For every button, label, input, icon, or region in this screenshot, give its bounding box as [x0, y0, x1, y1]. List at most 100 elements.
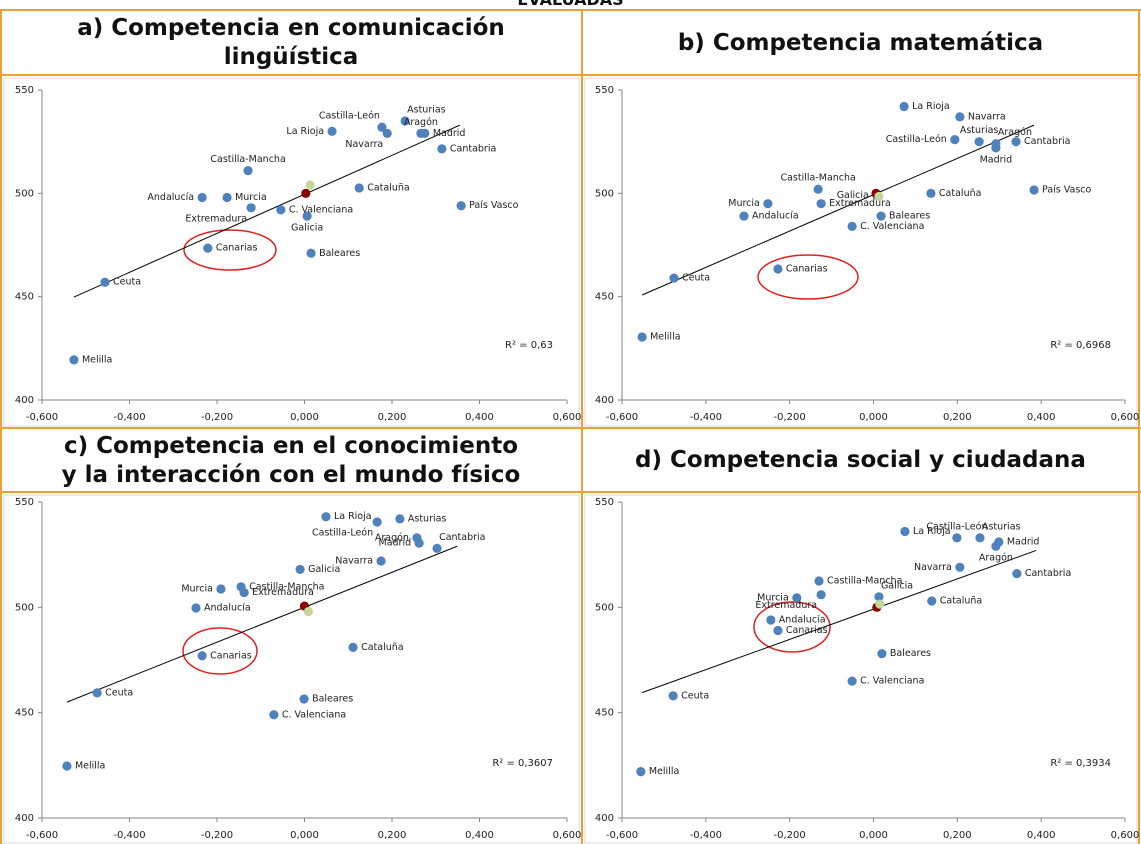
point-label: Galicia [837, 190, 869, 201]
point [668, 691, 678, 701]
point-label: Madrid [1007, 537, 1040, 548]
point [191, 603, 201, 613]
point [816, 199, 826, 209]
chart-title: b) Competencia matemática [677, 29, 1044, 56]
y-tick-label: 400 [15, 395, 34, 406]
y-tick-label: 500 [595, 188, 614, 199]
x-tick-label: -0,600 [606, 412, 638, 423]
point-label: País Vasco [1042, 185, 1091, 196]
point-label: Aragón [998, 127, 1032, 138]
y-tick-label: 500 [15, 188, 34, 199]
chart-title: c) Competencia en el conocimiento y la i… [61, 432, 521, 488]
point [792, 593, 802, 603]
point-label: Cantabria [1025, 568, 1071, 579]
point [420, 128, 430, 138]
y-tick-label: 450 [595, 708, 614, 719]
highlight-point [305, 180, 315, 190]
point-label: Castilla-Mancha [210, 154, 285, 165]
y-tick-label: 400 [595, 395, 614, 406]
plot-frame [3, 77, 580, 427]
x-tick-label: -0,600 [606, 830, 638, 841]
point [377, 122, 387, 132]
x-tick-label: -0,600 [26, 412, 58, 423]
point-label: La Rioja [334, 511, 372, 522]
point-label: Madrid [379, 538, 412, 549]
point [1012, 569, 1022, 579]
point [927, 596, 937, 606]
x-tick-label: 0,200 [378, 830, 407, 841]
point [773, 625, 783, 636]
point [955, 562, 965, 572]
point-label: C. Valenciana [860, 221, 924, 232]
point [773, 264, 783, 274]
point-label: Aragón [979, 553, 1013, 564]
point [197, 651, 207, 661]
annotation-ellipse [753, 601, 831, 653]
y-tick-label: 550 [15, 85, 34, 96]
x-tick-label: 0,400 [1027, 412, 1056, 423]
highlight-circles [182, 229, 859, 675]
chart-header: d) Competencia social y ciudadana [582, 429, 1139, 492]
point [847, 676, 857, 686]
point [372, 517, 382, 527]
chart: 400 450 500 550 -0,600 -0,400 -0,200 0,000 0,200… [15, 85, 581, 423]
point-label: Melilla [649, 766, 679, 777]
point-label: Madrid [980, 154, 1013, 165]
point-label: Aragón [404, 117, 438, 128]
point-label: Cantabria [439, 532, 485, 543]
chart-title: a) Competencia en comunicación lingüísti… [77, 15, 505, 70]
point [877, 649, 887, 659]
chart: 400 450 500 550 -0,600 -0,400 -0,200 0,000 0,200… [15, 497, 581, 841]
point-label: Galicia [308, 564, 340, 575]
point-label: Asturias [960, 125, 999, 136]
point-label: Castilla-León [926, 521, 987, 532]
trendline [73, 124, 461, 298]
point-label: Ceuta [113, 277, 141, 288]
point [766, 615, 776, 625]
x-tick-label: 0,200 [943, 830, 972, 841]
point-label: La Rioja [286, 126, 324, 137]
highlight-point [874, 191, 884, 202]
trendline [66, 545, 458, 703]
point [246, 203, 256, 213]
point [974, 137, 984, 147]
point-label: C. Valenciana [282, 709, 346, 720]
point-label: Cataluña [940, 596, 983, 607]
point [456, 201, 466, 211]
point [437, 144, 447, 154]
point [636, 767, 646, 777]
x-tick-label: 0,200 [943, 412, 972, 423]
x-tick-label: 0,400 [465, 412, 494, 423]
point-label: Cataluña [361, 642, 404, 653]
point-label: Castilla-Mancha [249, 581, 324, 592]
x-tick-label: 0,600 [1111, 412, 1140, 423]
x-tick-label: -0,400 [690, 412, 722, 423]
point-label: Ceuta [681, 690, 709, 701]
point-label: Castilla-León [312, 528, 373, 539]
plot-frame [3, 494, 580, 844]
point [816, 590, 826, 600]
point-label: Cataluña [939, 188, 982, 199]
point-label: Canarias [216, 243, 258, 254]
point-label: Extremadura [252, 587, 314, 598]
point [876, 211, 886, 221]
point [306, 248, 316, 258]
point [991, 541, 1001, 551]
point [354, 183, 364, 193]
y-tick-label: 450 [595, 292, 614, 303]
x-tick-label: 0,000 [859, 412, 888, 423]
point-label: Canarias [786, 263, 828, 274]
point [299, 694, 309, 704]
x-tick-label: -0,600 [26, 830, 58, 841]
point [100, 277, 110, 287]
point [327, 126, 337, 136]
x-tick-label: -0,200 [774, 830, 806, 841]
point-label: Galicia [291, 223, 323, 234]
point-label: Canarias [786, 625, 828, 636]
point-label: Melilla [650, 331, 680, 342]
x-tick-label: 0,400 [465, 830, 494, 841]
x-tick-label: 0,000 [290, 830, 319, 841]
point-label: Baleares [890, 648, 931, 659]
